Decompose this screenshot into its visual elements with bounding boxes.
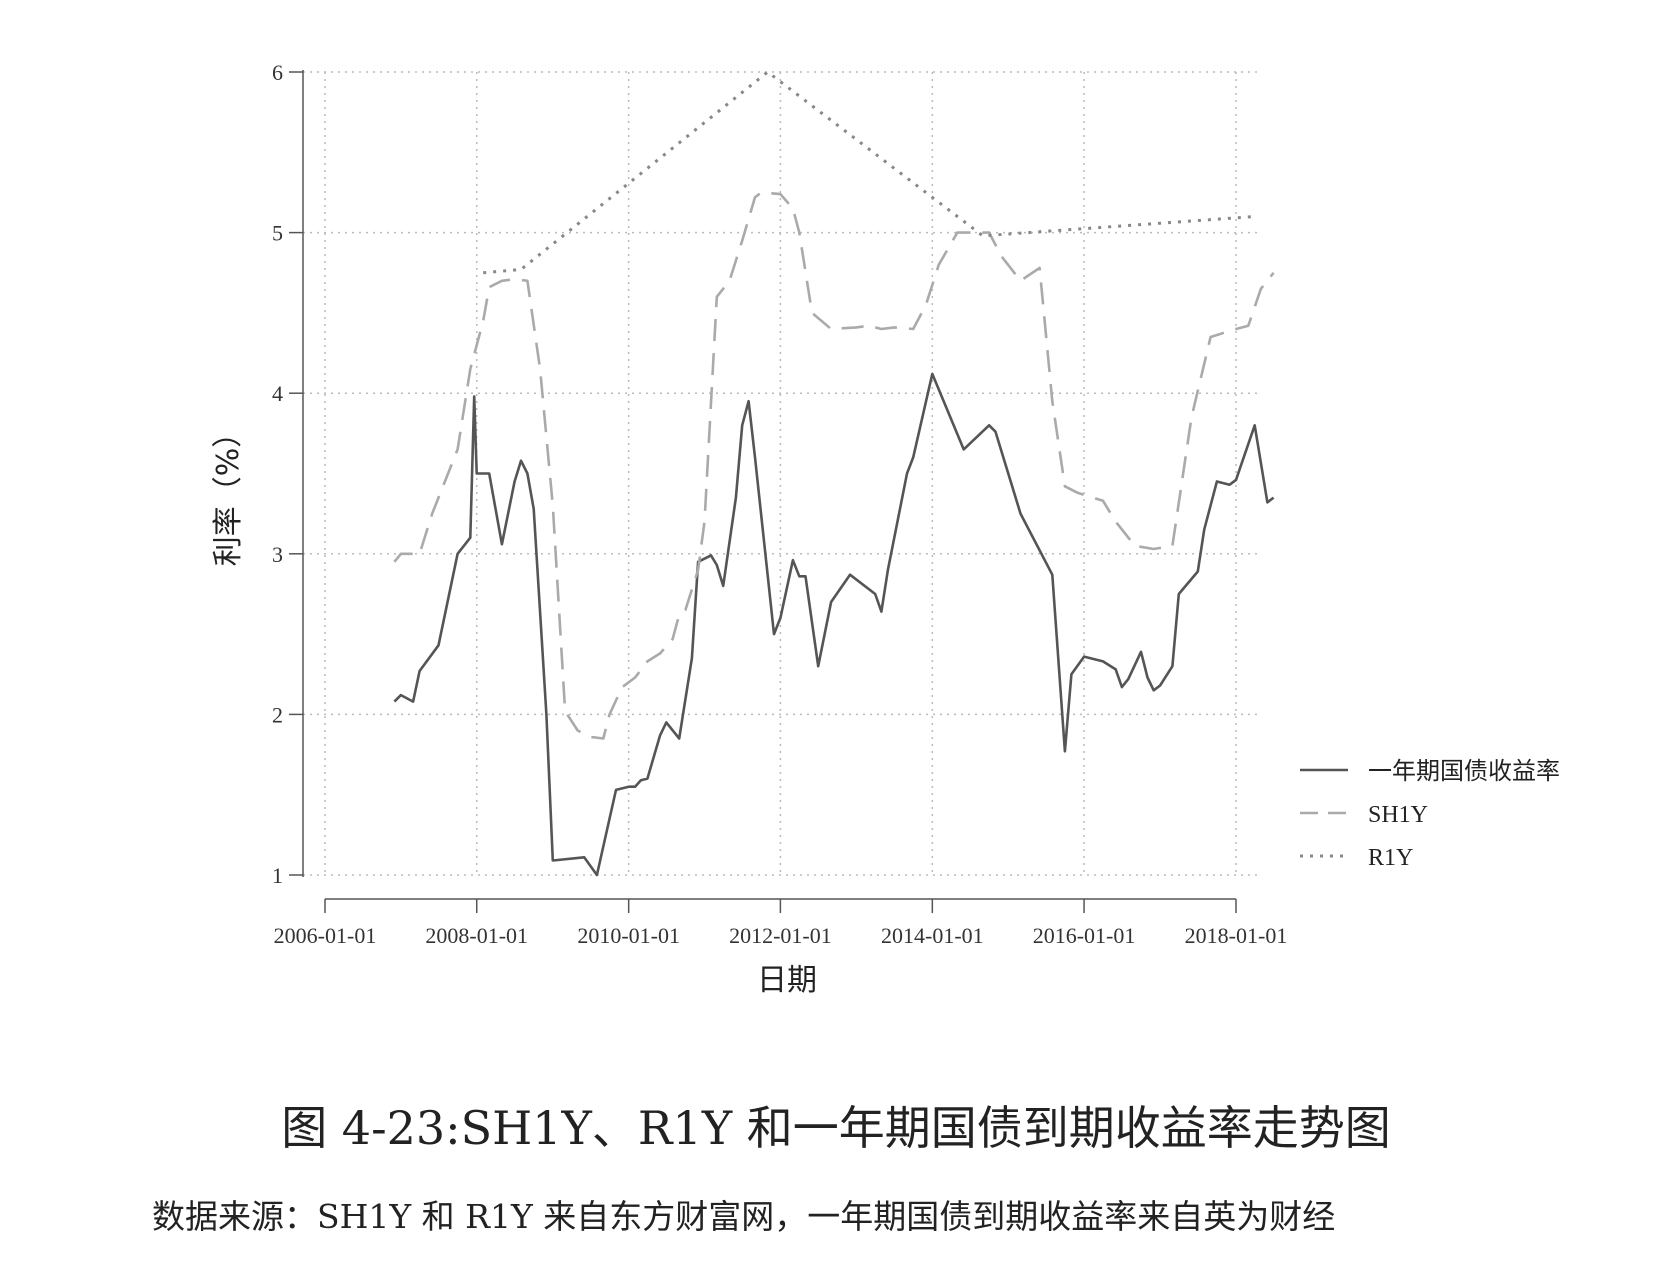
source-note: 数据来源：SH1Y 和 R1Y 来自东方财富网，一年期国债到期收益率来自英为财经 bbox=[152, 1197, 1336, 1236]
y-tick-label: 3 bbox=[272, 542, 283, 567]
legend: 一年期国债收益率 SH1Y R1Y bbox=[1300, 758, 1560, 871]
x-tick-label: 2008-01-01 bbox=[425, 923, 528, 948]
x-tick-label: 2006-01-01 bbox=[274, 923, 377, 948]
y-tick-label: 2 bbox=[272, 702, 283, 727]
x-tick-label: 2018-01-01 bbox=[1185, 923, 1288, 948]
series-line-2 bbox=[483, 70, 1255, 275]
series-line-0 bbox=[393, 372, 1275, 877]
figure-caption: 图 4-23:SH1Y、R1Y 和一年期国债到期收益率走势图 bbox=[281, 1101, 1391, 1155]
grid bbox=[303, 71, 1260, 876]
y-tick-label: 4 bbox=[272, 381, 283, 406]
x-tick-label: 2012-01-01 bbox=[729, 923, 832, 948]
series-lines bbox=[393, 70, 1275, 877]
legend-label-2: R1Y bbox=[1368, 845, 1413, 871]
y-tick-label: 6 bbox=[272, 60, 283, 85]
chart: 1 2 3 4 5 6 2006-01-01 2008-01-01 2010-01-01 2012… bbox=[211, 60, 1560, 998]
y-tick-label: 5 bbox=[272, 221, 283, 246]
y-axis-title: 利率（%） bbox=[211, 418, 246, 567]
y-tick-label: 1 bbox=[272, 863, 283, 888]
x-tick-label: 2014-01-01 bbox=[881, 923, 984, 948]
legend-label-0: 一年期国债收益率 bbox=[1368, 758, 1560, 785]
axes: 1 2 3 4 5 6 2006-01-01 2008-01-01 2010-01-01 2012… bbox=[272, 60, 1287, 948]
x-tick-label: 2010-01-01 bbox=[577, 923, 680, 948]
x-axis-title: 日期 bbox=[757, 963, 817, 998]
series-line-1 bbox=[393, 191, 1275, 740]
x-tick-label: 2016-01-01 bbox=[1033, 923, 1136, 948]
legend-label-1: SH1Y bbox=[1368, 802, 1428, 828]
